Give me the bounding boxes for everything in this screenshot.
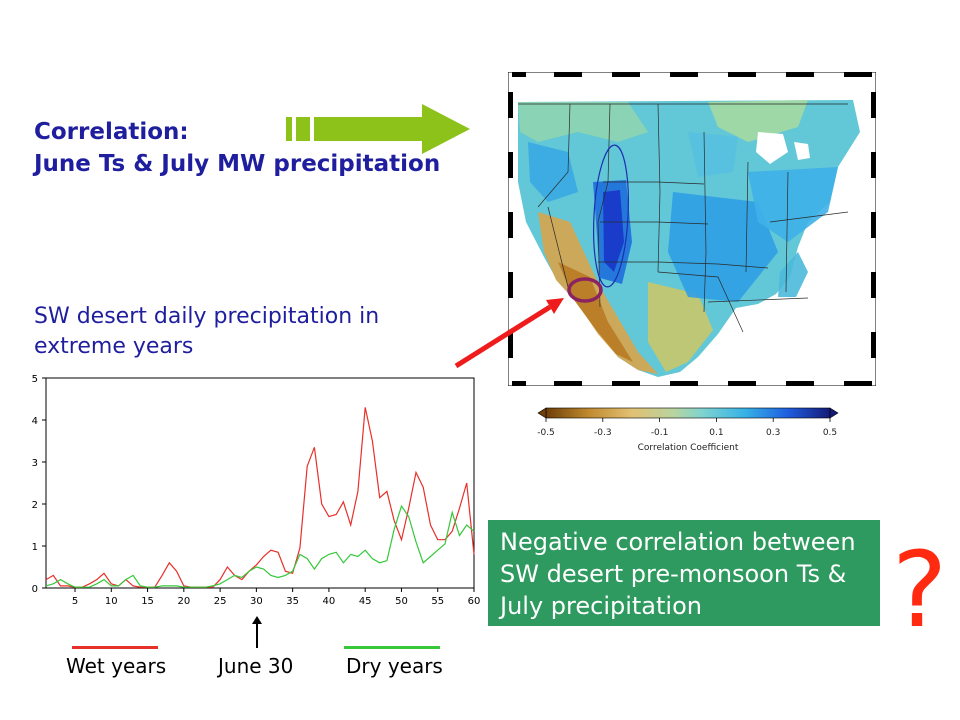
correlation-patch	[648, 282, 713, 372]
map-borders	[518, 103, 849, 333]
up-arrow-icon	[252, 616, 262, 648]
x-tick-label: 50	[395, 596, 408, 607]
correlation-patch	[778, 252, 808, 297]
correlation-patch	[518, 102, 648, 142]
x-tick-label: 40	[323, 596, 336, 607]
x-tick-label: 10	[105, 596, 118, 607]
colorbar-tick-label: -0.1	[651, 428, 669, 438]
chart-plot-area	[45, 377, 475, 589]
y-tick-label: 3	[32, 458, 38, 469]
colorbar-tick-label: -0.5	[537, 428, 555, 438]
colorbar-tick-label: -0.3	[594, 428, 612, 438]
note-line-3: July precipitation	[500, 592, 702, 620]
x-tick-label: 25	[214, 596, 227, 607]
x-tick-label: 60	[468, 596, 481, 607]
caption-line-2: extreme years	[34, 334, 194, 359]
chart-caption: SW desert daily precipitation in extreme…	[34, 302, 379, 362]
caption-line-1: SW desert daily precipitation in	[34, 304, 380, 329]
correlation-patch	[668, 192, 778, 302]
correlation-patch	[748, 167, 838, 242]
slide-heading: Correlation: June Ts & July MW precipita…	[34, 116, 440, 180]
correlation-patch	[558, 262, 633, 362]
colorbar-tick-label: 0.5	[823, 428, 837, 438]
correlation-patch	[538, 212, 658, 374]
note-line-1: Negative correlation between	[500, 528, 856, 556]
june-30-marker-label: June 30	[218, 654, 294, 678]
blue-highlight-ellipse	[593, 144, 629, 288]
question-mark: ?	[892, 529, 948, 651]
y-tick-label: 5	[32, 374, 38, 385]
colorbar: -0.5 -0.3 -0.1 0.1 0.3 0.5 Correlation Coeffi…	[537, 407, 839, 453]
colorbar-label: Correlation Coefficient	[638, 443, 739, 453]
x-tick-label: 45	[359, 596, 372, 607]
colorbar-tick-label: 0.1	[709, 428, 723, 438]
wet-years-legend-label: Wet years	[66, 654, 167, 678]
dry-years-legend-label: Dry years	[346, 654, 443, 678]
correlation-map	[508, 72, 876, 386]
map-frame-ticks	[508, 72, 876, 386]
y-tick-label: 2	[32, 500, 38, 511]
correlation-patch	[528, 142, 578, 202]
heading-line-2: June Ts & July MW precipitation	[34, 151, 441, 177]
correlation-patch	[603, 190, 624, 272]
x-tick-label: 35	[286, 596, 299, 607]
dry-years-series-line	[45, 504, 475, 588]
note-line-2: SW desert pre-monsoon Ts &	[500, 560, 847, 588]
correlation-patch	[708, 100, 808, 142]
y-tick-label: 0	[32, 584, 38, 595]
great-lakes	[794, 142, 810, 160]
pointer-arrow-icon	[454, 298, 564, 369]
x-tick-label: 20	[177, 596, 190, 607]
conclusion-note: Negative correlation between SW desert p…	[488, 520, 880, 626]
great-lakes	[756, 132, 788, 164]
x-tick-label: 5	[72, 596, 78, 607]
wet-years-series-line	[45, 407, 475, 588]
colorbar-tick-label: 0.3	[766, 428, 780, 438]
dry-years-legend-line	[344, 646, 440, 649]
heading-line-1: Correlation:	[34, 119, 189, 145]
x-tick-label: 15	[141, 596, 154, 607]
map-correlation-patches	[518, 100, 838, 374]
x-tick-label: 30	[250, 596, 263, 607]
y-tick-label: 1	[32, 542, 38, 553]
y-tick-label: 4	[32, 416, 38, 427]
right-arrow-icon	[286, 104, 470, 154]
wet-years-legend-line	[72, 646, 158, 649]
sw-desert-ellipse	[567, 277, 603, 303]
x-tick-label: 55	[431, 596, 444, 607]
correlation-patch	[688, 132, 738, 177]
